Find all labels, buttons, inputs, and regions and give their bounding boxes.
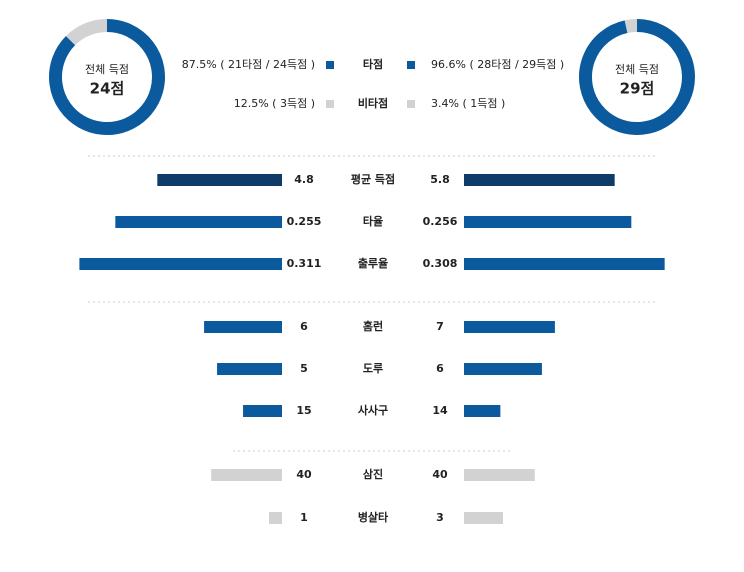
donut-total: 29점 xyxy=(620,80,655,98)
donut-slice xyxy=(65,19,108,46)
bar-left xyxy=(217,363,282,375)
bar-right xyxy=(464,469,535,481)
legend-swatch xyxy=(326,61,334,69)
legend-left: 12.5% ( 3득점 ) xyxy=(234,97,315,110)
value-right: 40 xyxy=(432,468,448,481)
legend-swatch xyxy=(407,100,415,108)
bar-left xyxy=(79,258,282,270)
value-right: 14 xyxy=(432,404,448,417)
bar-left xyxy=(269,512,282,524)
value-right: 5.8 xyxy=(430,173,450,186)
bar-left xyxy=(115,216,282,228)
stat-name: 삼진 xyxy=(363,467,383,481)
value-right: 6 xyxy=(436,362,444,375)
legend-right: 96.6% ( 28타점 / 29득점 ) xyxy=(431,58,564,71)
legend-right: 3.4% ( 1득점 ) xyxy=(431,97,505,110)
bar-right xyxy=(464,512,503,524)
donut-total: 24점 xyxy=(90,80,125,98)
bar-left xyxy=(211,469,282,481)
value-right: 0.256 xyxy=(423,215,458,228)
donut-label: 전체 득점 xyxy=(615,63,659,76)
value-left: 5 xyxy=(300,362,308,375)
bar-left xyxy=(157,174,282,186)
legend-left: 87.5% ( 21타점 / 24득점 ) xyxy=(182,58,315,71)
stat-name: 출루율 xyxy=(358,256,388,270)
value-left: 15 xyxy=(296,404,311,417)
bar-left xyxy=(204,321,282,333)
donut-slice xyxy=(49,19,165,135)
value-left: 4.8 xyxy=(294,173,314,186)
value-right: 3 xyxy=(436,511,444,524)
value-left: 6 xyxy=(300,320,308,333)
stat-name: 도루 xyxy=(363,362,383,375)
donut-slice xyxy=(624,19,638,34)
bar-right xyxy=(464,216,632,228)
value-left: 0.255 xyxy=(287,215,322,228)
bar-right xyxy=(464,321,555,333)
legend-name: 비타점 xyxy=(358,96,388,110)
stat-name: 타율 xyxy=(363,214,383,228)
stat-name: 병살타 xyxy=(358,510,389,524)
value-left: 40 xyxy=(296,468,312,481)
stat-name: 평균 득점 xyxy=(351,172,395,186)
bar-right xyxy=(464,174,615,186)
legend-swatch xyxy=(407,61,415,69)
value-right: 0.308 xyxy=(423,257,458,270)
bar-right xyxy=(464,363,542,375)
value-right: 7 xyxy=(436,320,444,333)
stat-name: 홈런 xyxy=(363,319,383,333)
donut-label: 전체 득점 xyxy=(85,63,129,76)
bar-right xyxy=(464,258,665,270)
legend-swatch xyxy=(326,100,334,108)
legend-name: 타점 xyxy=(363,57,383,71)
value-left: 1 xyxy=(300,511,308,524)
bar-right xyxy=(464,405,501,417)
bar-left xyxy=(243,405,282,417)
donut-slice xyxy=(579,19,695,135)
value-left: 0.311 xyxy=(287,257,322,270)
stat-name: 사사구 xyxy=(358,403,388,417)
